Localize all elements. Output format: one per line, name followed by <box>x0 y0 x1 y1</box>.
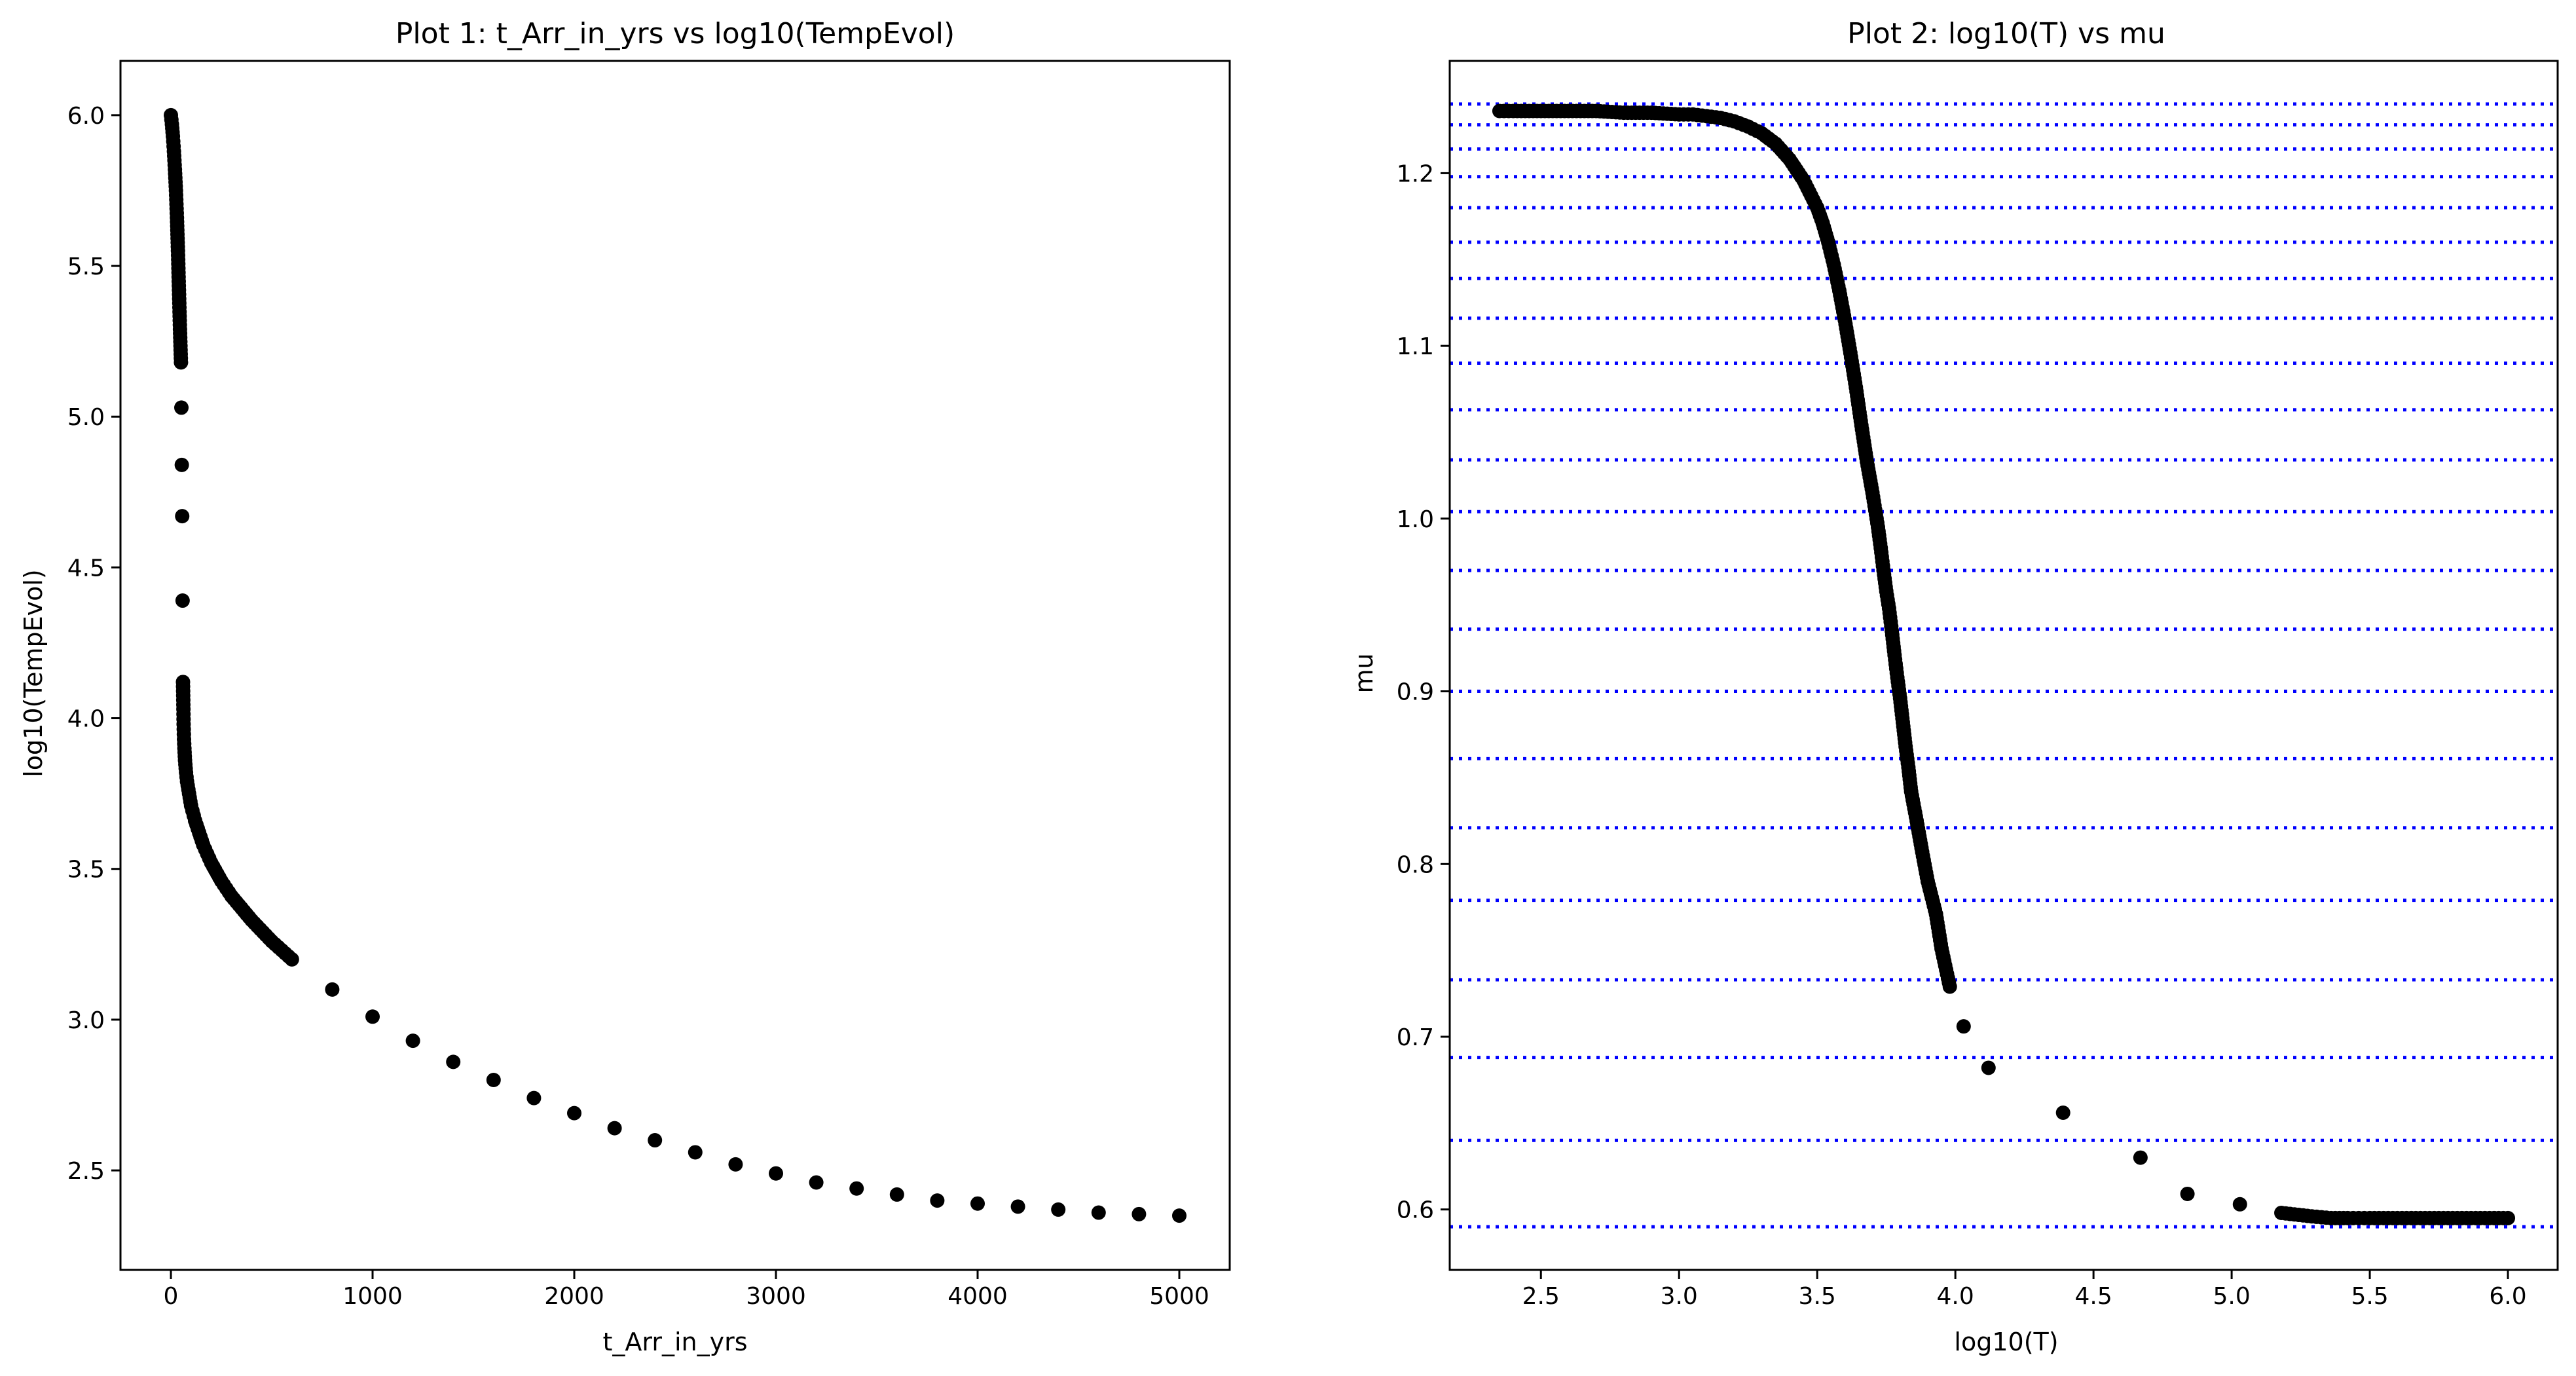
plot-1-x-tick-label: 3000 <box>746 1283 806 1310</box>
plot-2-data-point <box>2133 1150 2148 1165</box>
plot-2-data-point <box>1981 1060 1996 1075</box>
plot-1-data-point <box>1132 1206 1147 1221</box>
plot-1-points <box>164 107 1187 1223</box>
plot-2-y-tick-label: 0.8 <box>1397 851 1434 878</box>
plot-1-data-point <box>1010 1199 1025 1214</box>
plot-2-x-tick-label: 6.0 <box>2489 1283 2526 1310</box>
plot-1-data-point <box>849 1181 864 1196</box>
plot-2-ticks: 2.5 3.0 3.5 4.0 4.5 5.0 5.5 6.0 0.6 0.7 0.8 0.9 1.0 1… <box>1397 160 2527 1310</box>
plot-1-data-point <box>174 457 189 472</box>
plot-2-data-point <box>2180 1186 2195 1201</box>
plot-2: Plot 2: log10(T) vs mu log10(T) mu 2.5 3.… <box>1350 17 2559 1356</box>
plot-1: Plot 1: t_Arr_in_yrs vs log10(TempEvol) … <box>19 17 1231 1356</box>
plot-1-y-tick-label: 6.0 <box>67 103 105 130</box>
plot-1-y-tick-label: 5.0 <box>67 404 105 431</box>
plot-1-data-point <box>365 1009 380 1024</box>
plot-1-data-point <box>486 1072 501 1087</box>
plot-1-data-point <box>688 1145 703 1160</box>
plot-1-data-point <box>769 1166 783 1181</box>
plot-2-y-tick-label: 0.9 <box>1397 679 1434 706</box>
plot-1-x-tick-label: 1000 <box>342 1283 403 1310</box>
plot-1-data-point <box>284 952 299 967</box>
plot-2-data-point <box>1942 979 1957 994</box>
plot-2-y-tick-label: 1.1 <box>1397 333 1434 360</box>
plot-1-data-point <box>446 1054 461 1069</box>
plot-1-data-point <box>607 1121 622 1136</box>
plot-1-y-tick-label: 2.5 <box>67 1158 105 1185</box>
plot-2-x-tick-label: 2.5 <box>1522 1283 1560 1310</box>
plot-2-x-tick-label: 3.5 <box>1799 1283 1836 1310</box>
plot-2-y-tick-label: 1.2 <box>1397 160 1434 187</box>
plot-1-data-point <box>175 593 190 608</box>
plot-2-x-tick-label: 4.0 <box>1937 1283 1974 1310</box>
plot-2-title: Plot 2: log10(T) vs mu <box>1847 17 2165 50</box>
plot-1-x-tick-label: 5000 <box>1149 1283 1209 1310</box>
plot-1-x-tick-label: 0 <box>164 1283 179 1310</box>
plot-1-data-point <box>1051 1202 1066 1217</box>
plot-2-reference-lines <box>1450 102 2558 1229</box>
plot-1-data-point <box>1091 1205 1106 1220</box>
plot-2-points <box>1492 103 2516 1225</box>
plot-2-x-tick-label: 5.0 <box>2213 1283 2250 1310</box>
plot-1-data-point <box>567 1106 581 1121</box>
plot-1-data-point <box>526 1090 542 1106</box>
plot-1-data-point <box>809 1175 824 1190</box>
plot-1-y-tick-label: 3.5 <box>67 857 105 883</box>
plot-1-data-point <box>648 1133 663 1148</box>
plot-1-y-tick-label: 4.0 <box>67 706 105 733</box>
plot-1-y-tick-label: 5.5 <box>67 253 105 280</box>
plot-1-x-axis-label: t_Arr_in_yrs <box>602 1328 747 1356</box>
plot-1-ticks: 0 1000 2000 3000 4000 5000 2.5 3.0 3.5 4.0 4.5 5.0 5… <box>67 103 1209 1310</box>
plot-1-y-axis-label: log10(TempEvol) <box>19 569 48 777</box>
plot-1-data-point <box>174 355 189 370</box>
plot-2-y-tick-label: 1.0 <box>1397 506 1434 533</box>
plot-1-data-point <box>174 400 189 415</box>
plot-1-data-point <box>405 1033 420 1049</box>
plot-1-data-point <box>325 982 340 997</box>
plot-1-x-tick-label: 4000 <box>948 1283 1008 1310</box>
plot-1-data-point <box>1172 1208 1187 1223</box>
plot-1-frame <box>119 60 1231 1271</box>
plot-1-data-point <box>175 509 190 524</box>
plot-1-y-tick-label: 3.0 <box>67 1007 105 1034</box>
plot-2-x-tick-label: 5.5 <box>2351 1283 2388 1310</box>
plot-2-y-tick-label: 0.7 <box>1397 1024 1434 1051</box>
plot-1-title: Plot 1: t_Arr_in_yrs vs log10(TempEvol) <box>396 17 955 50</box>
plot-2-data-point <box>2232 1197 2247 1212</box>
plot-1-data-point <box>930 1193 945 1208</box>
plot-2-data-point <box>2501 1210 2516 1225</box>
plot-2-y-tick-label: 0.6 <box>1397 1197 1434 1224</box>
plot-1-data-point <box>728 1157 743 1172</box>
plot-1-data-point <box>970 1196 985 1211</box>
plot-2-frame <box>1448 60 2559 1271</box>
plot-1-data-point <box>889 1187 904 1202</box>
plot-1-y-tick-label: 4.5 <box>67 555 105 582</box>
plot-2-x-tick-label: 4.5 <box>2074 1283 2112 1310</box>
plot-2-x-tick-label: 3.0 <box>1661 1283 1698 1310</box>
plot-1-x-tick-label: 2000 <box>544 1283 604 1310</box>
plot-2-x-axis-label: log10(T) <box>1954 1328 2058 1356</box>
plot-2-data-point <box>1956 1019 1971 1034</box>
plot-2-data-point <box>2055 1106 2070 1121</box>
plot-2-y-axis-label: mu <box>1350 653 1378 693</box>
